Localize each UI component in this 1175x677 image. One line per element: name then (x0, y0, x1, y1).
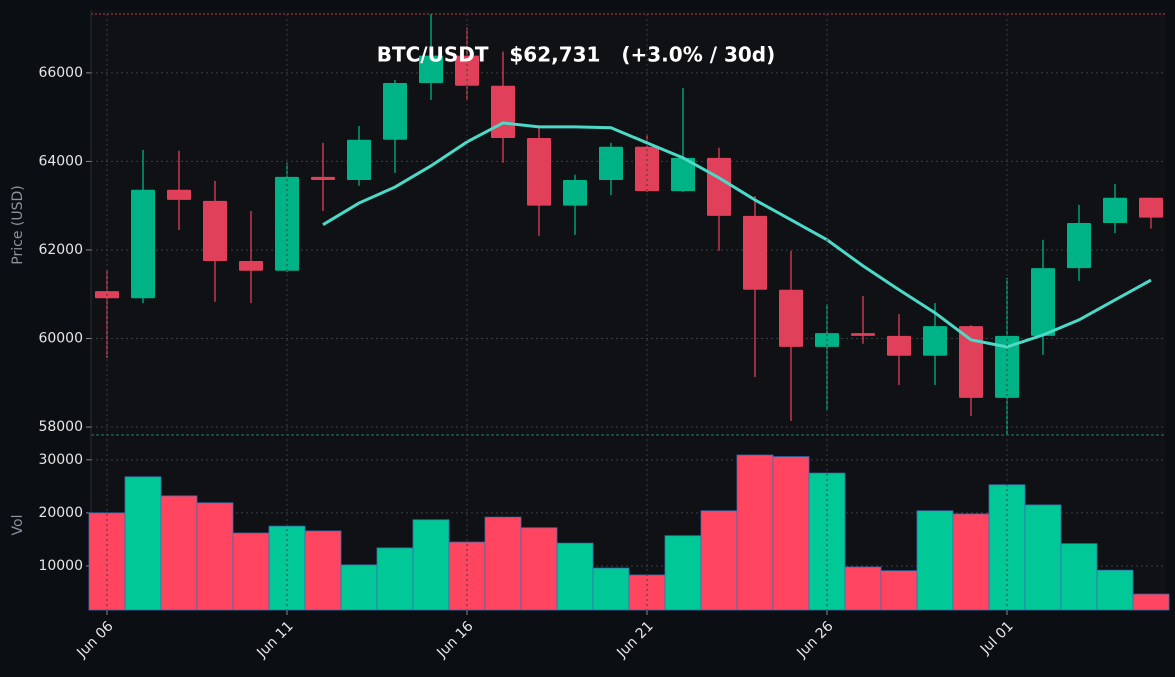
candle-body (563, 180, 587, 206)
volume-bar (1024, 504, 1062, 611)
volume-bar (952, 513, 990, 611)
volume-bar (700, 510, 738, 611)
moving-average-line (322, 121, 1152, 349)
candle-body (779, 289, 803, 347)
volume-bar (592, 567, 630, 611)
candle-body (167, 189, 191, 200)
volume-bar (448, 541, 486, 611)
candle-body (203, 200, 227, 262)
volume-bar (268, 525, 306, 611)
y-tick-label: 30000 (38, 452, 83, 468)
candle-body (275, 176, 299, 271)
candle-body (635, 146, 659, 192)
volume-bar (664, 535, 702, 611)
candle-body (599, 146, 623, 181)
candle-body (851, 333, 875, 336)
chart-title: BTC/USDT $62,731 (+3.0% / 30d) (377, 43, 776, 67)
volume-bar (988, 484, 1026, 611)
volume-bar (916, 510, 954, 611)
volume-bar (772, 456, 810, 611)
volume-bar (520, 527, 558, 611)
volume-bar (160, 495, 198, 611)
volume-bar (196, 502, 234, 611)
y-axis-label: Price (USD) (10, 185, 26, 264)
volume-axis-label: Vol (10, 515, 26, 536)
volume-bar (1096, 569, 1134, 611)
candle-body (887, 335, 911, 356)
price-panel (91, 10, 1165, 435)
volume-bar (232, 532, 270, 611)
y-tick-label: 10000 (38, 558, 83, 574)
volume-bar (556, 542, 594, 611)
volume-bar (412, 519, 450, 611)
candle-body (491, 85, 515, 138)
candle-body (995, 335, 1019, 398)
candle-body (419, 55, 443, 84)
y-tick-label: 58000 (38, 419, 83, 435)
volume-bar (124, 476, 162, 611)
candle-body (707, 157, 731, 216)
candle-body (1103, 197, 1127, 223)
volume-bar (340, 564, 378, 611)
volume-bar (736, 454, 774, 611)
candle-body (959, 326, 983, 398)
candle-body (1031, 268, 1055, 336)
volume-bar (844, 566, 882, 611)
volume-bar (304, 530, 342, 611)
candle-body (311, 176, 335, 181)
y-tick-label: 60000 (38, 330, 83, 346)
volume-bar (1060, 543, 1098, 611)
candle-body (1067, 222, 1091, 269)
volume-bar (1132, 593, 1170, 611)
candle-body (527, 137, 551, 206)
y-tick-label: 20000 (38, 505, 83, 521)
volume-bar (880, 570, 918, 611)
volume-bar (484, 516, 522, 611)
y-tick-label: 62000 (38, 242, 83, 258)
candle-body (671, 157, 695, 192)
y-tick-label: 64000 (38, 153, 83, 169)
candle-body (743, 215, 767, 290)
candle-body (347, 139, 371, 181)
candle-body (923, 326, 947, 356)
candle-body (131, 189, 155, 299)
volume-bar (376, 547, 414, 611)
y-tick-label: 66000 (38, 65, 83, 81)
candle-body (383, 83, 407, 140)
candle-body (239, 261, 263, 271)
candle-body (1139, 197, 1163, 218)
